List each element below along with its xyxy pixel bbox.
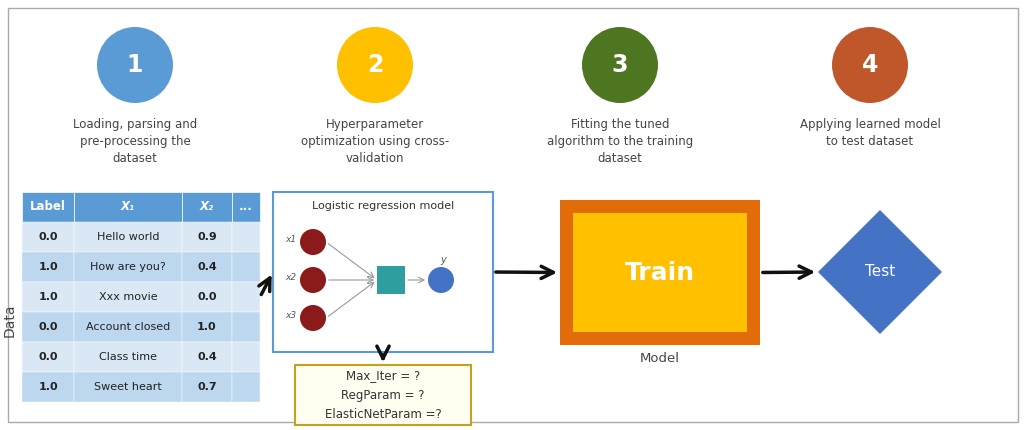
Text: 0.0: 0.0 (38, 352, 57, 362)
Bar (232, 342, 260, 372)
FancyBboxPatch shape (295, 365, 471, 425)
Ellipse shape (300, 229, 326, 255)
Ellipse shape (97, 27, 173, 103)
Text: Loading, parsing and
pre-processing the
dataset: Loading, parsing and pre-processing the … (73, 118, 197, 165)
Ellipse shape (832, 27, 908, 103)
Ellipse shape (428, 267, 453, 293)
Bar (232, 222, 260, 252)
Text: Applying learned model
to test dataset: Applying learned model to test dataset (799, 118, 941, 148)
Bar (573, 213, 747, 332)
Bar (182, 222, 232, 252)
Bar (182, 252, 232, 282)
Text: Sweet heart: Sweet heart (94, 382, 162, 392)
Text: 2: 2 (367, 53, 383, 77)
Bar (182, 282, 232, 312)
Text: ...: ... (239, 200, 253, 214)
Bar (22, 372, 74, 402)
FancyBboxPatch shape (273, 192, 494, 352)
Text: x2: x2 (285, 273, 297, 283)
Text: 0.0: 0.0 (38, 232, 57, 242)
Text: 0.0: 0.0 (197, 292, 216, 302)
Text: 1.0: 1.0 (38, 382, 57, 392)
Text: Account closed: Account closed (86, 322, 170, 332)
Bar (22, 312, 74, 342)
Text: 0.9: 0.9 (197, 232, 216, 242)
Bar (74, 282, 182, 312)
Text: x3: x3 (285, 311, 297, 320)
Text: Xxx movie: Xxx movie (98, 292, 157, 302)
Text: Hyperparameter
optimization using cross-
validation: Hyperparameter optimization using cross-… (301, 118, 449, 165)
Bar (182, 372, 232, 402)
Bar (560, 200, 760, 345)
Text: Hello world: Hello world (96, 232, 159, 242)
Text: 3: 3 (611, 53, 628, 77)
Text: Fitting the tuned
algorithm to the training
dataset: Fitting the tuned algorithm to the train… (547, 118, 694, 165)
Text: x1: x1 (285, 236, 297, 245)
Bar (74, 192, 182, 222)
Ellipse shape (300, 267, 326, 293)
Text: 1.0: 1.0 (38, 262, 57, 272)
Text: 0.0: 0.0 (38, 322, 57, 332)
Text: Train: Train (625, 261, 695, 285)
Bar (74, 342, 182, 372)
Bar (22, 282, 74, 312)
Bar (22, 252, 74, 282)
Ellipse shape (582, 27, 658, 103)
Bar (377, 266, 405, 294)
Text: 1: 1 (127, 53, 144, 77)
Bar (232, 252, 260, 282)
Bar (182, 312, 232, 342)
Text: Model: Model (640, 351, 680, 365)
Text: y: y (440, 255, 446, 265)
Text: Logistic regression model: Logistic regression model (312, 201, 455, 211)
Bar (74, 372, 182, 402)
Text: 0.7: 0.7 (197, 382, 216, 392)
Text: 0.4: 0.4 (197, 352, 216, 362)
Bar (22, 342, 74, 372)
Bar (232, 312, 260, 342)
Bar (22, 222, 74, 252)
Bar (182, 342, 232, 372)
Bar (74, 252, 182, 282)
Text: How are you?: How are you? (90, 262, 166, 272)
Text: Class time: Class time (98, 352, 157, 362)
Text: X₁: X₁ (121, 200, 135, 214)
Bar (182, 192, 232, 222)
Text: 1.0: 1.0 (197, 322, 216, 332)
Bar (74, 312, 182, 342)
Bar (74, 222, 182, 252)
Text: X₂: X₂ (200, 200, 214, 214)
Text: 4: 4 (862, 53, 878, 77)
Bar (22, 192, 74, 222)
Bar (232, 282, 260, 312)
Ellipse shape (300, 305, 326, 331)
Text: 1.0: 1.0 (38, 292, 57, 302)
Text: Data: Data (3, 303, 17, 337)
Polygon shape (818, 210, 942, 334)
Bar (232, 192, 260, 222)
Text: Label: Label (30, 200, 66, 214)
Text: Max_Iter = ?
RegParam = ?
ElasticNetParam =?: Max_Iter = ? RegParam = ? ElasticNetPara… (324, 369, 441, 421)
Text: 0.4: 0.4 (197, 262, 216, 272)
Bar (232, 372, 260, 402)
Text: Test: Test (865, 264, 895, 280)
Ellipse shape (337, 27, 413, 103)
